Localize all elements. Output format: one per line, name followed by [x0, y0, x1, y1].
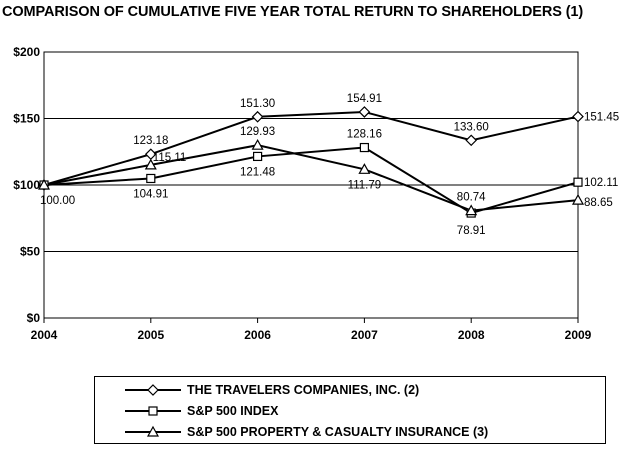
x-tick-label: 2008 [458, 328, 485, 342]
legend-item-sp500: S&P 500 INDEX [95, 401, 278, 421]
x-tick-label: 2004 [31, 328, 58, 342]
data-label: 80.74 [457, 192, 486, 204]
data-label: 129.93 [240, 126, 275, 138]
x-tick-label: 2006 [244, 328, 271, 342]
data-point-square [573, 177, 583, 187]
data-point-triangle [144, 158, 157, 170]
legend-swatch-diamond [125, 383, 181, 397]
data-point-diamond [358, 106, 371, 118]
y-tick-label: $150 [13, 112, 40, 126]
chart-title: COMPARISON OF CUMULATIVE FIVE YEAR TOTAL… [2, 4, 584, 20]
legend-label: THE TRAVELERS COMPANIES, INC. (2) [187, 383, 420, 397]
data-point-triangle [251, 138, 264, 150]
data-point-triangle [358, 163, 371, 174]
x-tick-label: 2009 [565, 328, 592, 342]
legend-swatch-square [125, 404, 181, 418]
data-label: 151.45 [584, 112, 619, 124]
data-label: 100.00 [40, 195, 75, 207]
series-line-diamond [43, 110, 579, 186]
legend-label: S&P 500 PROPERTY & CASUALTY INSURANCE (3… [187, 425, 489, 439]
y-tick-label: $200 [13, 45, 40, 59]
chart-legend: THE TRAVELERS COMPANIES, INC. (2) S&P 50… [94, 376, 606, 444]
data-point-triangle [465, 204, 478, 216]
y-tick-label: $100 [13, 178, 40, 192]
data-label: 154.91 [347, 93, 382, 105]
data-point-triangle [37, 178, 51, 190]
data-point-diamond [572, 110, 584, 123]
data-point-square [146, 173, 156, 184]
x-tick-label: 2007 [351, 328, 378, 342]
data-point-triangle [571, 193, 585, 205]
data-label: 123.18 [133, 135, 168, 147]
legend-item-pc-insurance: S&P 500 PROPERTY & CASUALTY INSURANCE (3… [95, 422, 488, 442]
data-label: 133.60 [454, 121, 489, 133]
line-chart: $0 $50 $100 $150 $200 2004 2005 2006 2007 2008 200… [13, 45, 619, 342]
data-label: 78.91 [457, 225, 486, 237]
data-point-diamond [251, 110, 264, 123]
legend-item-travelers: THE TRAVELERS COMPANIES, INC. (2) [95, 380, 419, 400]
data-label: 102.11 [584, 177, 618, 189]
data-point-square [359, 142, 369, 153]
data-label: 128.16 [347, 129, 382, 141]
data-label: 115.11 [153, 152, 186, 164]
series-line-triangle [43, 144, 579, 212]
y-tick-label: $0 [27, 311, 41, 325]
data-point-diamond [465, 134, 478, 147]
y-tick-label: $50 [20, 245, 40, 259]
data-label: 151.30 [240, 98, 275, 110]
data-label: 104.91 [133, 188, 168, 200]
data-label: 121.48 [240, 166, 275, 178]
legend-label: S&P 500 INDEX [187, 404, 279, 418]
x-tick-label: 2005 [137, 328, 164, 342]
data-label: 111.79 [348, 179, 381, 191]
data-label: 88.65 [584, 197, 613, 209]
legend-swatch-triangle [125, 425, 181, 439]
data-point-square [253, 151, 263, 162]
